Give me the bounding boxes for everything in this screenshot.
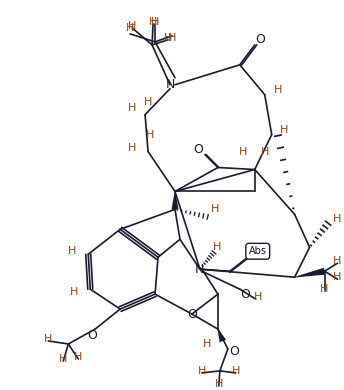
Polygon shape (294, 268, 325, 277)
Polygon shape (172, 191, 179, 209)
Text: H: H (232, 366, 240, 376)
Polygon shape (218, 329, 226, 342)
Text: O: O (251, 248, 261, 261)
Text: H: H (68, 246, 76, 256)
Text: H: H (146, 129, 154, 140)
Text: H: H (320, 284, 329, 294)
Text: H: H (144, 97, 152, 107)
Text: H: H (70, 287, 78, 297)
Text: H: H (211, 204, 219, 215)
Text: O: O (87, 328, 97, 342)
Text: O: O (187, 308, 197, 321)
Text: H: H (128, 143, 136, 152)
Text: H: H (333, 256, 342, 266)
Text: O: O (255, 34, 265, 46)
Text: N: N (195, 263, 205, 276)
Text: H: H (254, 292, 262, 302)
Text: H: H (149, 17, 157, 27)
Text: H: H (260, 147, 269, 156)
Text: H: H (44, 334, 53, 344)
Text: H: H (333, 215, 342, 224)
Text: Abs: Abs (249, 246, 267, 256)
Text: H: H (164, 33, 172, 43)
Text: H: H (333, 272, 342, 282)
Text: H: H (273, 85, 282, 95)
Text: H: H (203, 339, 211, 349)
Text: H: H (168, 33, 176, 43)
Text: H: H (126, 23, 134, 33)
Text: H: H (128, 21, 136, 31)
Text: H: H (128, 103, 136, 113)
Text: H: H (213, 242, 221, 252)
Text: H: H (279, 125, 288, 135)
Text: O: O (229, 346, 239, 358)
Text: H: H (74, 352, 83, 362)
Text: H: H (215, 379, 223, 389)
Text: H: H (239, 147, 247, 156)
Text: H: H (151, 17, 159, 27)
Text: H: H (59, 354, 67, 364)
Text: H: H (198, 366, 206, 376)
Text: O: O (193, 143, 203, 156)
Text: O: O (240, 288, 250, 301)
Text: N: N (165, 78, 175, 91)
